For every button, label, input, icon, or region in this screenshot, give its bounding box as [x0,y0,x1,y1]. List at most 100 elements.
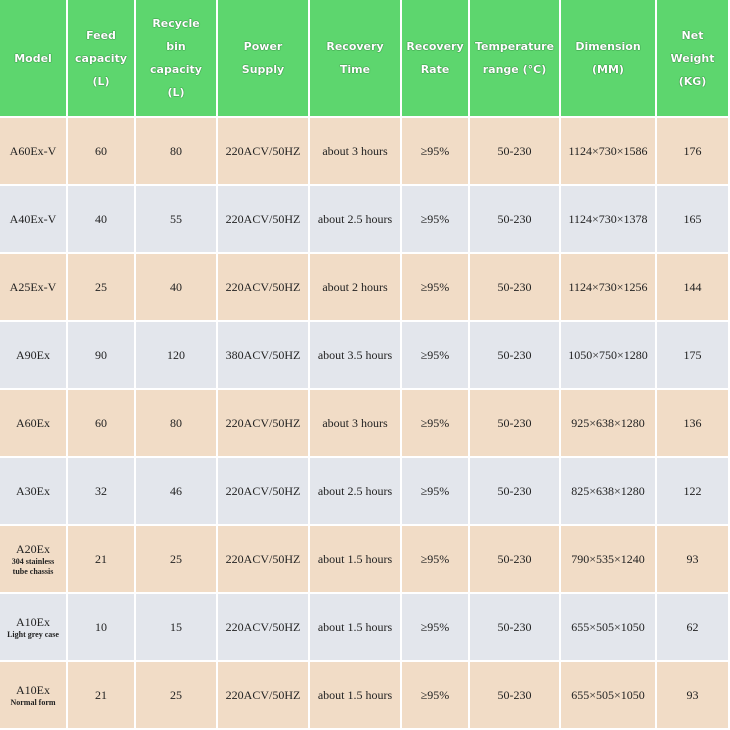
data-cell: 60 [68,118,136,186]
data-cell: ≥95% [402,186,470,254]
data-cell: 80 [136,118,218,186]
data-cell: 50-230 [470,390,561,458]
data-cell: 10 [68,594,136,662]
data-cell: 220ACV/50HZ [218,186,310,254]
data-cell: about 3 hours [310,118,402,186]
data-cell: 25 [136,526,218,594]
data-cell: 1050×750×1280 [561,322,657,390]
data-cell: about 2.5 hours [310,458,402,526]
data-cell: about 1.5 hours [310,526,402,594]
data-cell: 825×638×1280 [561,458,657,526]
data-cell: 165 [657,186,730,254]
data-cell: 80 [136,390,218,458]
data-cell: 90 [68,322,136,390]
header-cell: Recycle bin capacity (L) [136,0,218,118]
model-cell: A10Ex Light grey case [0,594,68,662]
data-cell: 60 [68,390,136,458]
model-cell: A60Ex-V [0,118,68,186]
model-cell: A20Ex 304 stainless tube chassis [0,526,68,594]
data-cell: 220ACV/50HZ [218,594,310,662]
data-cell: 220ACV/50HZ [218,254,310,322]
data-cell: 655×505×1050 [561,662,657,730]
data-cell: 220ACV/50HZ [218,662,310,730]
data-cell: 21 [68,526,136,594]
data-cell: 25 [68,254,136,322]
data-cell: ≥95% [402,322,470,390]
data-cell: 120 [136,322,218,390]
model-name: A90Ex [16,347,50,362]
data-cell: 380ACV/50HZ [218,322,310,390]
header-cell: Power Supply [218,0,310,118]
data-cell: 46 [136,458,218,526]
data-cell: 790×535×1240 [561,526,657,594]
data-cell: ≥95% [402,390,470,458]
data-cell: 50-230 [470,594,561,662]
data-cell: 176 [657,118,730,186]
model-cell: A30Ex [0,458,68,526]
data-cell: ≥95% [402,254,470,322]
data-cell: 15 [136,594,218,662]
data-cell: about 3.5 hours [310,322,402,390]
model-name: A30Ex [16,483,50,498]
header-cell: Recovery Rate [402,0,470,118]
data-cell: 220ACV/50HZ [218,118,310,186]
model-name: A10Ex [16,682,50,697]
header-cell: Feed capacity (L) [68,0,136,118]
data-cell: 1124×730×1586 [561,118,657,186]
data-cell: ≥95% [402,118,470,186]
data-cell: 40 [136,254,218,322]
data-cell: ≥95% [402,594,470,662]
model-name: A60Ex-V [9,143,57,158]
header-cell: Dimension (MM) [561,0,657,118]
data-cell: 50-230 [470,662,561,730]
data-cell: 93 [657,662,730,730]
data-cell: 50-230 [470,186,561,254]
data-cell: 1124×730×1256 [561,254,657,322]
header-cell: Model [0,0,68,118]
model-cell: A10Ex Normal form [0,662,68,730]
data-cell: 40 [68,186,136,254]
data-cell: 50-230 [470,322,561,390]
header-cell: Temperature range (°C) [470,0,561,118]
data-cell: 50-230 [470,118,561,186]
model-name: A20Ex [16,541,50,556]
header-cell: Net Weight (KG) [657,0,730,118]
data-cell: about 3 hours [310,390,402,458]
model-cell: A25Ex-V [0,254,68,322]
data-cell: ≥95% [402,458,470,526]
model-cell: A60Ex [0,390,68,458]
data-cell: 55 [136,186,218,254]
data-cell: 220ACV/50HZ [218,526,310,594]
model-name: A40Ex-V [9,211,57,226]
data-cell: 50-230 [470,526,561,594]
data-cell: 25 [136,662,218,730]
data-cell: 220ACV/50HZ [218,458,310,526]
data-cell: 50-230 [470,254,561,322]
data-cell: 62 [657,594,730,662]
data-cell: 144 [657,254,730,322]
data-cell: 175 [657,322,730,390]
header-cell: Recovery Time [310,0,402,118]
data-cell: about 1.5 hours [310,662,402,730]
data-cell: 32 [68,458,136,526]
model-note: Light grey case [7,629,59,639]
data-cell: 93 [657,526,730,594]
model-name: A10Ex [16,614,50,629]
data-cell: 220ACV/50HZ [218,390,310,458]
data-cell: 1124×730×1378 [561,186,657,254]
data-cell: 122 [657,458,730,526]
model-cell: A90Ex [0,322,68,390]
data-cell: about 1.5 hours [310,594,402,662]
data-cell: ≥95% [402,662,470,730]
data-cell: ≥95% [402,526,470,594]
model-name: A60Ex [16,415,50,430]
data-cell: about 2.5 hours [310,186,402,254]
data-cell: 136 [657,390,730,458]
data-cell: 925×638×1280 [561,390,657,458]
model-note: Normal form [10,697,56,707]
data-cell: 21 [68,662,136,730]
model-note: 304 stainless tube chassis [11,556,55,576]
data-cell: about 2 hours [310,254,402,322]
